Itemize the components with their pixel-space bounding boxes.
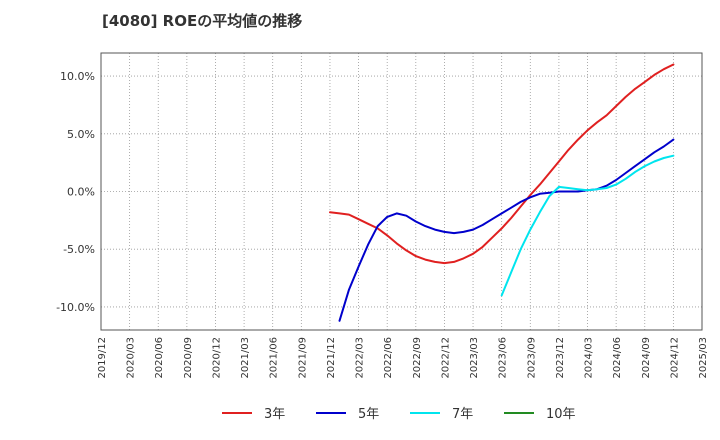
legend-label-0: 3年 xyxy=(264,407,285,422)
chart-title: [4080] ROEの平均値の推移 xyxy=(102,12,303,30)
legend-label-3: 10年 xyxy=(546,407,576,422)
x-tick-label: 2020/06 xyxy=(154,337,165,379)
x-tick-label: 2025/03 xyxy=(698,337,709,379)
plot-frame xyxy=(100,52,703,331)
y-tick-label: 0.0% xyxy=(67,186,95,199)
x-tick-label: 2021/06 xyxy=(269,337,280,379)
x-tick-label: 2023/03 xyxy=(469,337,480,379)
x-tick-label: 2023/06 xyxy=(498,337,509,379)
x-tick-label: 2024/09 xyxy=(641,337,652,379)
x-tick-label: 2021/12 xyxy=(326,337,337,379)
x-tick-label: 2020/03 xyxy=(126,337,137,379)
x-tick-label: 2019/12 xyxy=(97,337,108,379)
x-tick-label: 2023/12 xyxy=(555,337,566,379)
series-line-0 xyxy=(329,63,675,265)
x-axis-ticks: 2019/12 2020/03 2020/06 2020/09 2020/12 2021/… xyxy=(97,337,709,379)
x-tick-label: 2022/03 xyxy=(355,337,366,379)
x-tick-label: 2021/03 xyxy=(240,337,251,379)
legend-label-1: 5年 xyxy=(358,407,379,422)
grid-lines xyxy=(101,53,702,330)
y-tick-label: 10.0% xyxy=(60,70,95,83)
series-line-1 xyxy=(338,138,675,322)
x-tick-label: 2022/09 xyxy=(412,337,423,379)
x-tick-label: 2020/09 xyxy=(183,337,194,379)
legend-label-2: 7年 xyxy=(452,407,473,422)
x-tick-label: 2023/09 xyxy=(526,337,537,379)
x-tick-label: 2024/06 xyxy=(612,337,623,379)
x-tick-label: 2020/12 xyxy=(211,337,222,379)
x-tick-label: 2024/03 xyxy=(584,337,595,379)
y-tick-label: -10.0% xyxy=(56,301,95,314)
legend: 3年 5年 7年 10年 xyxy=(222,407,576,422)
y-tick-label: -5.0% xyxy=(63,243,95,256)
series-line-2 xyxy=(500,154,675,297)
x-tick-label: 2022/06 xyxy=(383,337,394,379)
x-tick-label: 2021/09 xyxy=(297,337,308,379)
y-tick-label: 5.0% xyxy=(67,128,95,141)
y-axis-ticks: 10.0% 5.0% 0.0% -5.0% -10.0% xyxy=(56,70,95,314)
series-lines xyxy=(329,63,675,322)
x-tick-label: 2022/12 xyxy=(440,337,451,379)
x-tick-label: 2024/12 xyxy=(669,337,680,379)
